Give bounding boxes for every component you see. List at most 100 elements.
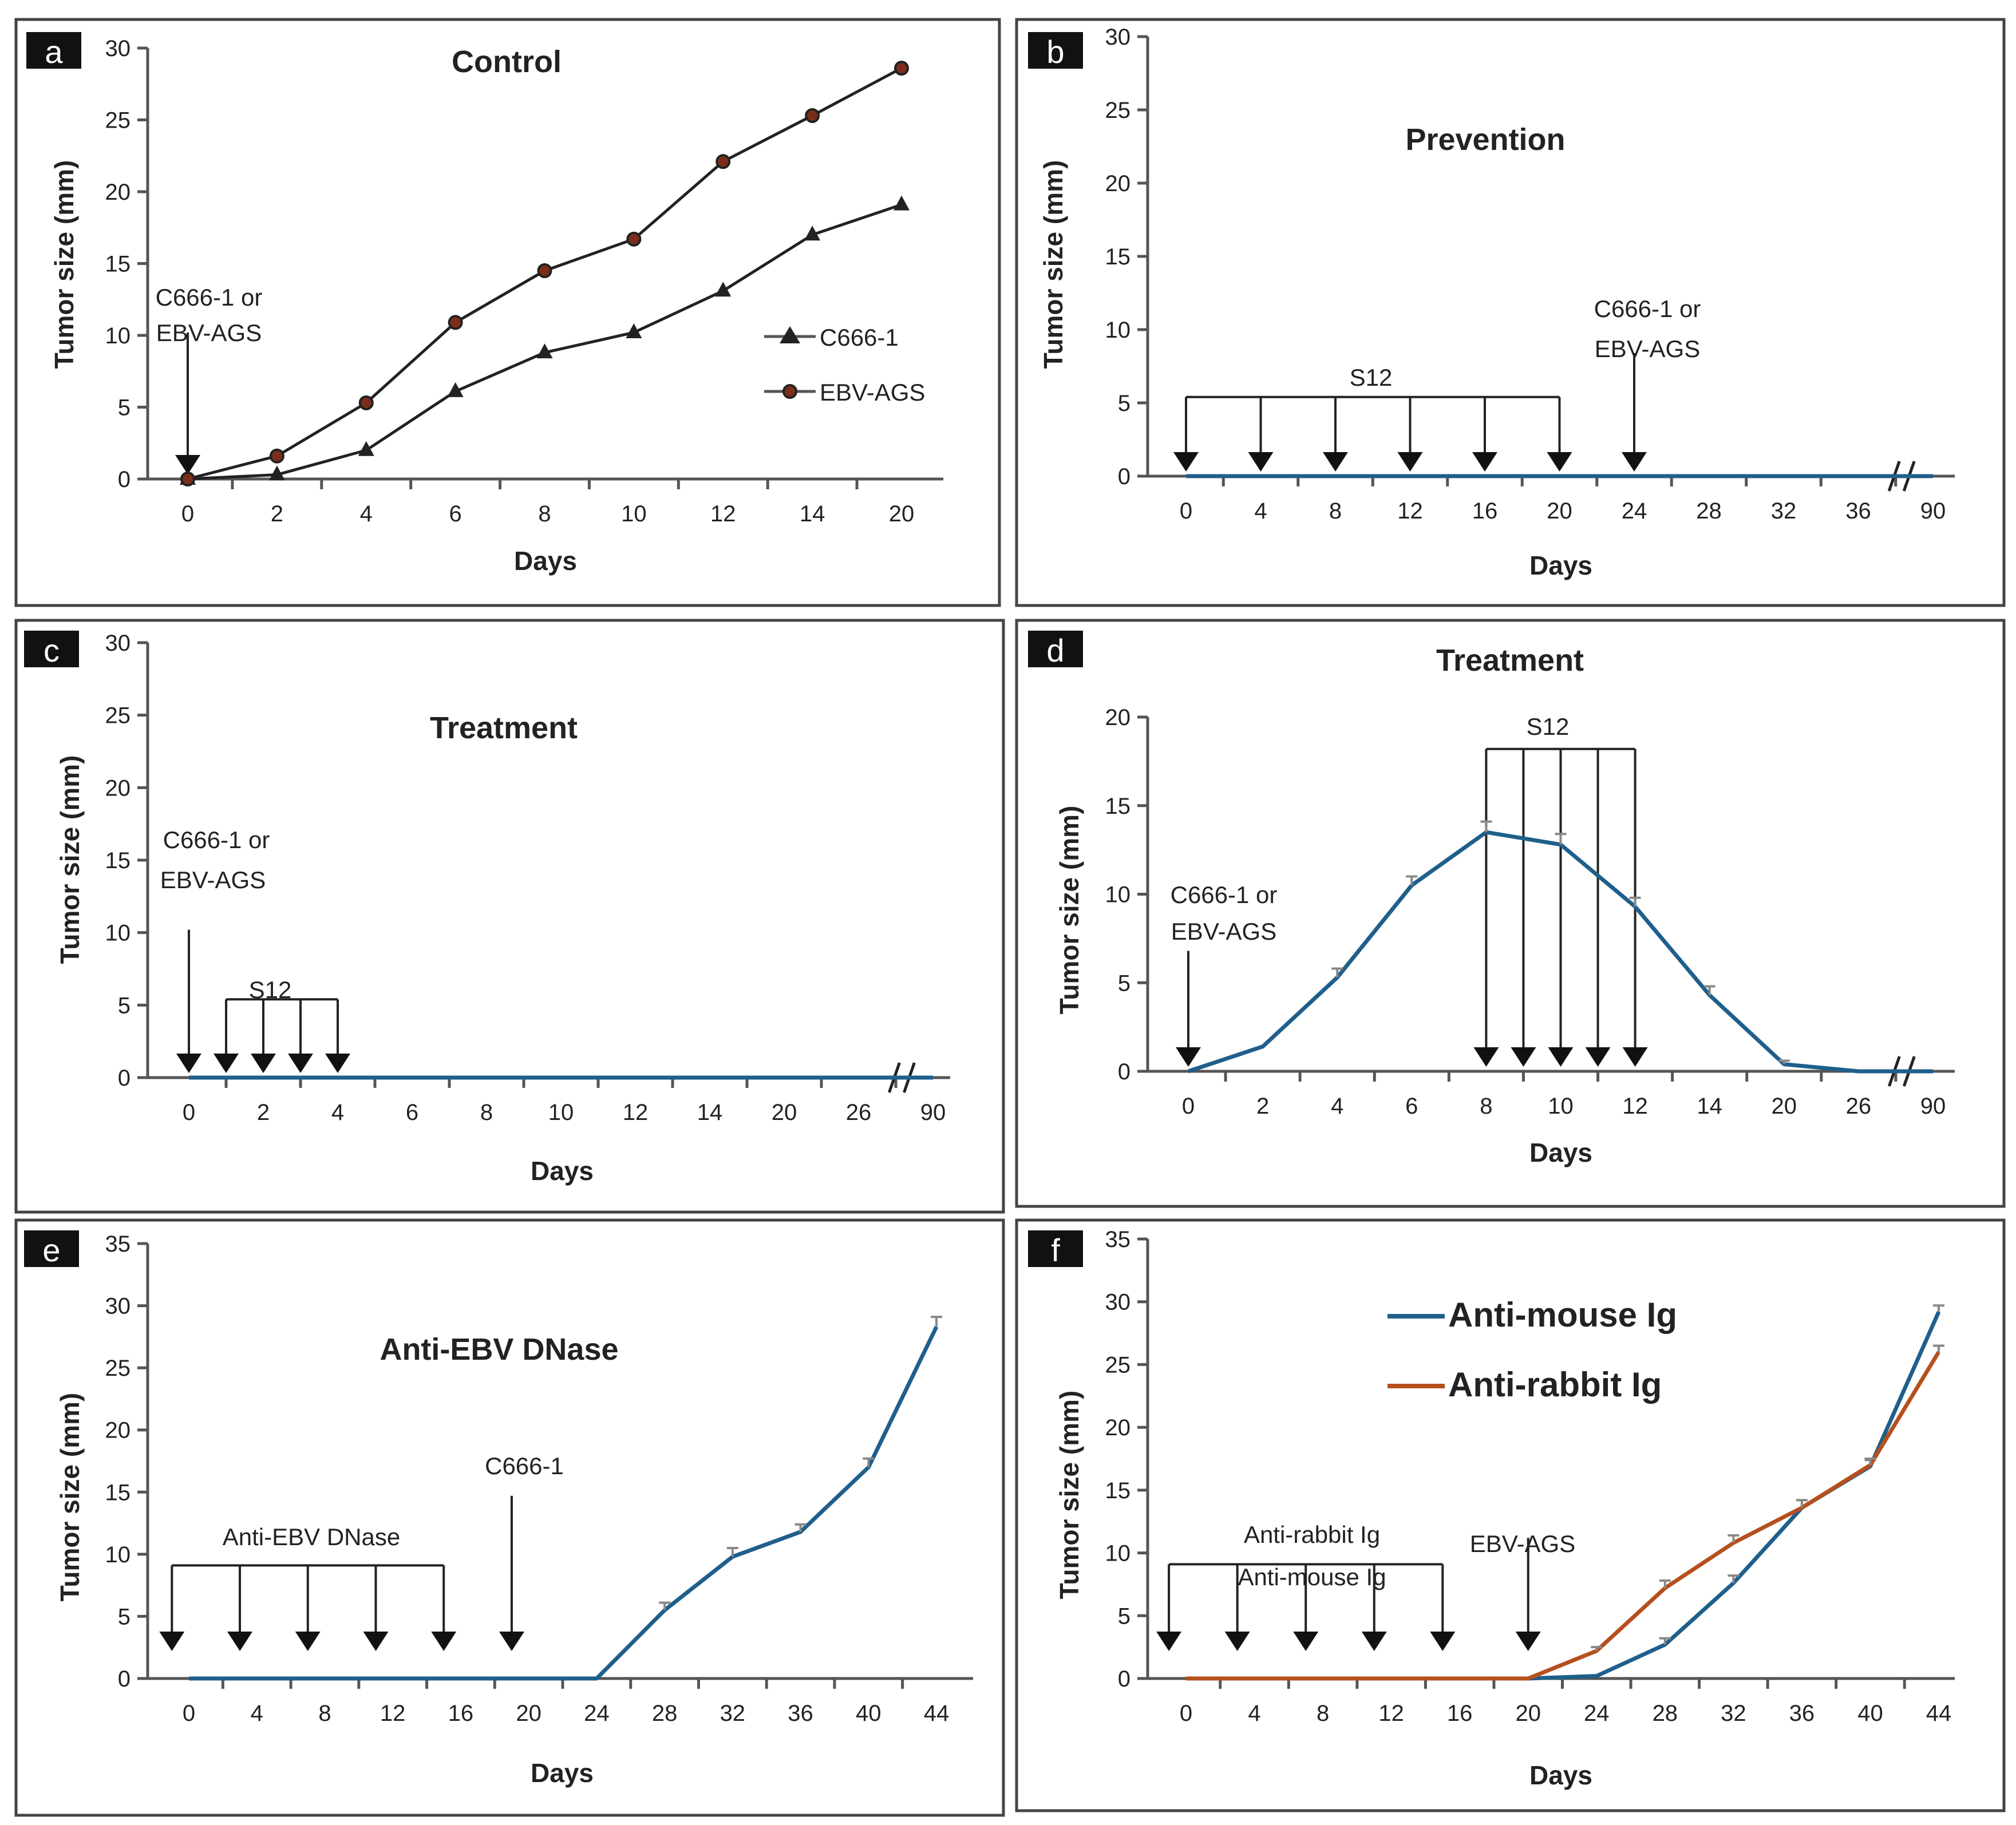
legend-label: C666-1 (820, 324, 899, 351)
annotation-arrow-head (214, 1054, 239, 1073)
x-axis-label: Days (514, 546, 577, 576)
x-tick-label: 20 (516, 1701, 541, 1726)
y-tick-label: 0 (118, 467, 131, 492)
annotation-arrow-head (1585, 1047, 1611, 1067)
annotation-label-1: C666-1 or (156, 284, 263, 311)
panel-label: a (45, 34, 63, 70)
y-tick-label: 15 (105, 252, 131, 277)
annotation-arrow-head (1473, 1047, 1499, 1067)
panel-label: d (1046, 632, 1064, 668)
annotation-arrow-head (227, 1632, 253, 1651)
panel-label: f (1051, 1232, 1060, 1268)
x-axis-label: Days (531, 1156, 594, 1186)
x-tick-label: 8 (1480, 1094, 1492, 1119)
x-tick-label: 44 (1926, 1701, 1952, 1726)
x-tick-label: 12 (380, 1701, 406, 1726)
plot-panel-e: 0 5 10 15 20 25 30 35 0 4 8 12 16 20 24 28 32 36 40 44 (105, 1232, 973, 1726)
annotation-arrow-head (1547, 452, 1572, 472)
y-axis-label: Tumor size (mm) (49, 160, 79, 369)
y-tick-label: 0 (1118, 1059, 1130, 1084)
annotation-label-1: C666-1 or (163, 826, 270, 853)
x-tick-label: 36 (1789, 1701, 1815, 1726)
data-point-triangle (268, 465, 285, 481)
annotation-arrow-head (1430, 1632, 1456, 1651)
data-point-circle (805, 108, 820, 123)
annotation-arrow-head (1472, 452, 1497, 472)
x-axis-label: Days (531, 1758, 594, 1788)
annotation-label-1: C666-1 or (1171, 881, 1278, 908)
x-tick-label: 8 (318, 1701, 331, 1726)
x-tick-label: 4 (1254, 498, 1267, 524)
annotation-label-2: EBV-AGS (156, 319, 262, 346)
y-tick-label: 5 (1118, 1604, 1130, 1629)
x-tick-label: 20 (1515, 1701, 1541, 1726)
data-point-triangle (626, 323, 642, 338)
series-line-anti-ebv-dnase (189, 1325, 939, 1681)
x-axis-label: Days (1529, 1138, 1592, 1167)
x-tick-label: 4 (251, 1701, 263, 1726)
x-tick-label: 40 (1857, 1701, 1883, 1726)
x-tick-label: 20 (1547, 498, 1572, 524)
plot-panel-d: 0 5 10 15 20 0 2 4 6 8 10 12 14 20 26 90 (1105, 705, 1955, 1119)
x-tick-label: 12 (710, 501, 736, 526)
x-tick-label: 32 (1721, 1701, 1746, 1726)
panel-label: b (1046, 34, 1064, 70)
annotation-arrow-head (363, 1632, 389, 1651)
y-tick-label: 30 (105, 631, 131, 656)
x-tick-label: 0 (181, 501, 194, 526)
plot-panel-a: 0 5 10 15 20 25 30 0 2 4 6 8 10 12 14 20 (105, 36, 943, 526)
x-tick-label: 12 (1622, 1094, 1648, 1119)
annotation-label: S12 (1527, 713, 1570, 740)
y-tick-label: 25 (105, 703, 131, 729)
y-tick-label: 30 (1105, 25, 1131, 50)
annotation-arrow-head (499, 1632, 524, 1651)
y-tick-label: 5 (118, 993, 131, 1018)
y-tick-label: 15 (1105, 244, 1131, 270)
x-tick-label: 24 (584, 1701, 610, 1726)
x-tick-label: 20 (1772, 1094, 1797, 1119)
panel-d: d Treatment Days Tumor size (mm) C666-1 … (1015, 619, 2006, 1208)
x-tick-label: 14 (697, 1100, 723, 1125)
annotation-label-2: EBV-AGS (160, 866, 266, 893)
x-tick-label: 26 (1846, 1094, 1872, 1119)
x-tick-label: 12 (1378, 1701, 1404, 1726)
y-tick-label: 0 (1118, 464, 1130, 489)
x-tick-label: 8 (538, 501, 551, 526)
x-tick-label: 12 (1397, 498, 1423, 524)
x-tick-label: 16 (448, 1701, 474, 1726)
y-tick-label: 35 (1105, 1227, 1131, 1252)
x-tick-label: 8 (1317, 1701, 1329, 1726)
x-tick-label: 0 (183, 1701, 195, 1726)
x-tick-label: 4 (331, 1100, 344, 1125)
annotation-arrow-head (176, 1054, 201, 1073)
y-tick-label: 30 (1105, 1290, 1131, 1315)
annotation-label: Anti-EBV DNase (223, 1523, 400, 1550)
annotation-arrow-head (1361, 1632, 1387, 1651)
x-tick-label: 40 (856, 1701, 881, 1726)
y-tick-label: 20 (1105, 705, 1131, 730)
annotation-arrow-head (295, 1632, 321, 1651)
plot-panel-f: 0 5 10 15 20 25 30 35 0 4 8 12 16 20 24 28 32 36 40 44 (1105, 1227, 1955, 1726)
x-tick-label: 6 (406, 1100, 418, 1125)
annotation-arrow-head (251, 1054, 276, 1073)
y-tick-label: 0 (118, 1666, 131, 1692)
data-point-circle (180, 472, 195, 486)
y-tick-label: 5 (1118, 391, 1130, 416)
x-tick-label: 14 (800, 501, 825, 526)
data-point-circle (358, 395, 374, 410)
annotation-arrow-head (1515, 1632, 1541, 1651)
x-tick-label: 28 (1696, 498, 1722, 524)
annotation-arrow-head (1224, 1632, 1250, 1651)
data-point-triangle (447, 382, 464, 397)
x-axis-label: Days (1529, 1760, 1592, 1790)
panel-a: a Control Days Tumor size (mm) C666-1 or… (14, 18, 1001, 607)
x-tick-label: 36 (788, 1701, 813, 1726)
data-point-circle (626, 231, 642, 247)
annotation-label-1: Anti-rabbit Ig (1244, 1521, 1380, 1548)
annotation-arrow-head (1397, 452, 1423, 472)
data-point-triangle (715, 282, 732, 297)
y-tick-label: 5 (118, 395, 131, 421)
annotation-arrow-head (1622, 452, 1647, 472)
